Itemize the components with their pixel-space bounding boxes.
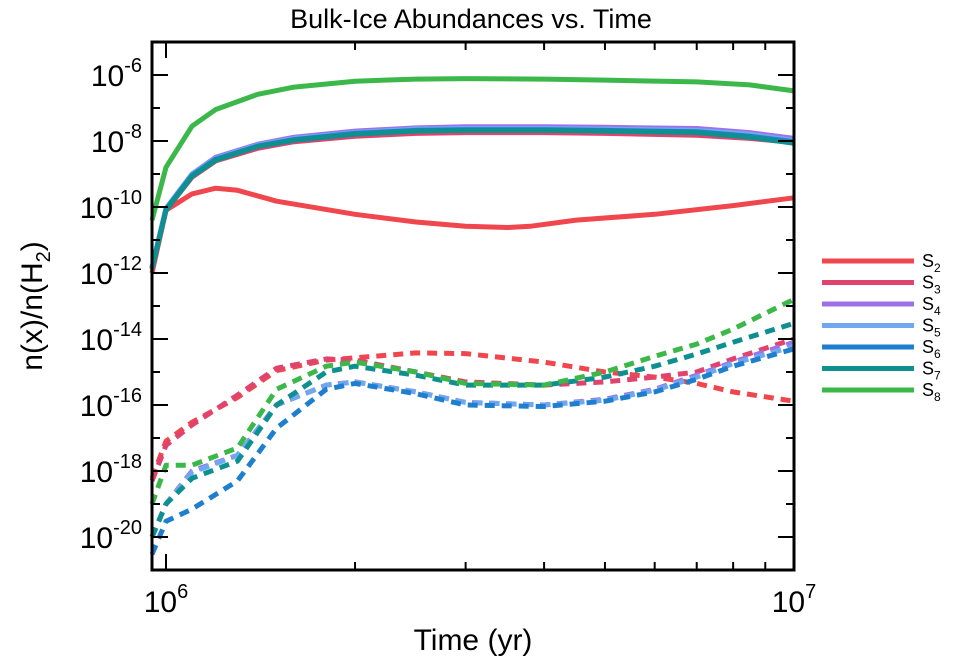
x-axis-label: Time (yr): [414, 624, 533, 657]
y-tick-label: 10-20: [80, 517, 142, 555]
tick-layer: [152, 41, 795, 571]
y-tick-label: 10-18: [80, 451, 142, 489]
y-tick-labels: 10-6 10-8 10-10 10-12 10-14 10-16 10-18 10-20: [80, 55, 142, 555]
y-tick-label: 10-6: [91, 55, 142, 93]
x-tick-label: 107: [772, 581, 817, 619]
legend-label-5: S7: [922, 359, 941, 383]
y-tick-label: 10-10: [80, 187, 142, 225]
series-line-1: [149, 130, 795, 269]
legend-label-1: S3: [922, 273, 941, 297]
y-axis-label-close: ): [16, 241, 49, 251]
y-axis-label-main: n(x)/n(H: [16, 262, 49, 370]
y-tick-label: 10-16: [80, 385, 142, 423]
series-line-6: [149, 76, 795, 221]
legend-label-2: S4: [922, 294, 941, 318]
series-layer: [149, 76, 796, 556]
legend-label-4: S6: [922, 337, 941, 361]
series-line-0: [149, 185, 795, 274]
dashed-series-line-13: [149, 297, 796, 505]
legend-label-0: S2: [922, 251, 941, 275]
dashed-series-line-10: [149, 343, 795, 538]
legend-label-6: S8: [922, 380, 941, 404]
y-tick-label: 10-12: [80, 253, 142, 291]
y-axis-label-sub: 2: [33, 251, 55, 262]
y-tick-label: 10-8: [91, 121, 142, 159]
dashed-series-line-8: [149, 336, 795, 482]
series-line-5: [149, 127, 795, 270]
x-tick-labels: 106 107: [144, 581, 817, 619]
y-tick-label: 10-14: [80, 319, 142, 357]
y-axis-label: n(x)/n(H2): [16, 241, 55, 370]
legend-label-3: S5: [922, 316, 941, 340]
dashed-series-line-11: [149, 346, 795, 556]
plot-frame: [150, 40, 796, 572]
dashed-series-line-12: [149, 320, 795, 538]
chart-title: Bulk-Ice Abundances vs. Time: [290, 4, 652, 34]
x-tick-label: 106: [144, 581, 189, 619]
